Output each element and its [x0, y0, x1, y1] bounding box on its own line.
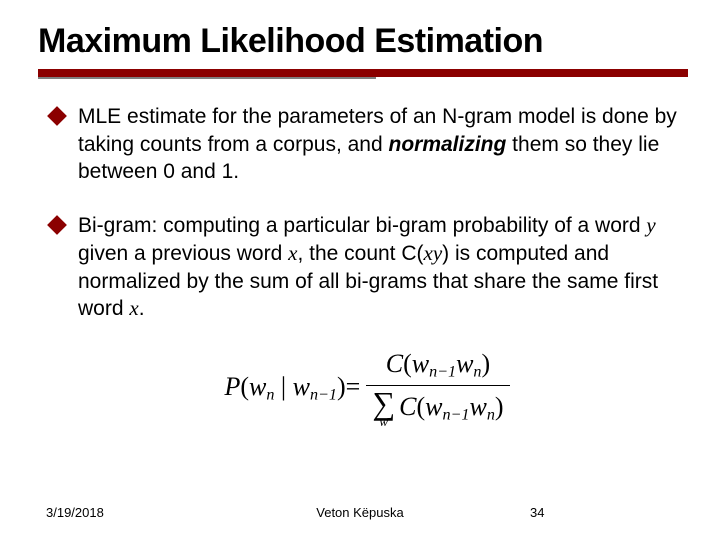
sub-n: n — [266, 387, 274, 404]
formula-lhs: P(wn | wn−1)= — [224, 372, 360, 405]
bullet-text: Bi-gram: computing a particular bi-gram … — [78, 212, 684, 323]
sub-nm1: n−1 — [442, 407, 469, 424]
sym-C: C — [399, 392, 416, 421]
sym-lparen: ( — [416, 392, 425, 421]
title-rule — [38, 69, 688, 79]
sigma-sum: ∑ w — [372, 389, 395, 427]
sym-w: w — [249, 372, 266, 401]
sub-nm1: n−1 — [310, 387, 337, 404]
fraction-denominator: ∑ w C(wn−1wn) — [366, 389, 509, 427]
sym-w: w — [456, 349, 473, 378]
slide: Maximum Likelihood Estimation MLE estima… — [0, 0, 720, 540]
title-rule-thin — [38, 77, 376, 79]
diamond-icon — [47, 215, 67, 235]
formula: P(wn | wn−1)= C(wn−1wn) ∑ w C(wn−1wn) — [224, 349, 509, 427]
diamond-icon — [47, 106, 67, 126]
text-run: given a previous word — [78, 242, 288, 265]
sub-n: n — [487, 407, 495, 424]
text-run: , the count C( — [297, 242, 423, 265]
text-run: Bi-gram: computing a particular bi-gram … — [78, 214, 646, 237]
footer-date: 3/19/2018 — [46, 505, 104, 520]
text-run-variable: y — [646, 213, 655, 237]
fraction-numerator: C(wn−1wn) — [380, 349, 496, 382]
bullet-text: MLE estimate for the parameters of an N-… — [78, 103, 684, 186]
sym-lparen: ( — [240, 372, 249, 401]
bullet-item: Bi-gram: computing a particular bi-gram … — [50, 212, 684, 323]
sub-nm1: n−1 — [429, 364, 456, 381]
page-title: Maximum Likelihood Estimation — [38, 22, 688, 61]
sym-rparen: ) — [481, 349, 490, 378]
sym-w: w — [425, 392, 442, 421]
sym-lparen: ( — [403, 349, 412, 378]
sym-C: C — [386, 349, 403, 378]
sym-P: P — [224, 372, 240, 401]
bullet-item: MLE estimate for the parameters of an N-… — [50, 103, 684, 186]
text-run-variable: xy — [424, 241, 443, 265]
sigma-sub: w — [379, 416, 388, 428]
sym-eq: = — [346, 372, 361, 401]
formula-fraction: C(wn−1wn) ∑ w C(wn−1wn) — [366, 349, 509, 427]
sym-rparen: ) — [337, 372, 346, 401]
sym-bar: | — [281, 372, 286, 401]
content-area: MLE estimate for the parameters of an N-… — [38, 103, 688, 428]
sum-body: C(wn−1wn) — [399, 392, 503, 425]
sym-w: w — [412, 349, 429, 378]
text-run-variable: x — [129, 296, 138, 320]
sym-w: w — [469, 392, 486, 421]
title-rule-thick — [38, 69, 688, 77]
formula-area: P(wn | wn−1)= C(wn−1wn) ∑ w C(wn−1wn) — [50, 349, 684, 427]
sym-w: w — [293, 372, 310, 401]
footer-author: Veton Këpuska — [316, 505, 403, 520]
text-run-emphasis: normalizing — [389, 133, 507, 156]
text-run: . — [139, 297, 145, 320]
footer: 3/19/2018 Veton Këpuska 34 — [0, 505, 720, 520]
sym-rparen: ) — [495, 392, 504, 421]
footer-page-number: 34 — [530, 505, 544, 520]
